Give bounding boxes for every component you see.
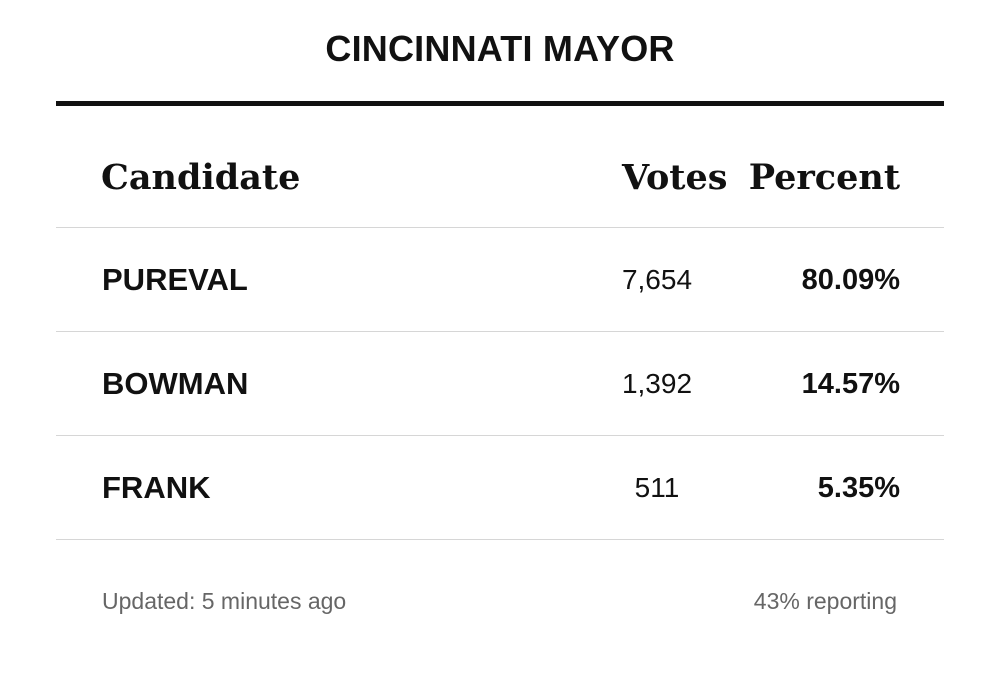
results-table-header: Candidate Votes Percent (56, 106, 944, 228)
row-divider (56, 539, 944, 540)
candidate-name: BOWMAN (102, 366, 249, 401)
updated-timestamp: Updated: 5 minutes ago (102, 588, 347, 614)
table-row: FRANK 511 5.35% (56, 436, 944, 539)
table-row: PUREVAL 7,654 80.09% (56, 228, 944, 331)
results-footer: Updated: 5 minutes ago 43% reporting (56, 584, 944, 620)
row-divider (56, 227, 944, 228)
candidate-name: FRANK (102, 470, 211, 505)
vote-count: 7,654 (621, 264, 693, 295)
candidate-name: PUREVAL (102, 262, 248, 297)
vote-count: 1,392 (621, 368, 693, 399)
table-row: BOWMAN 1,392 14.57% (56, 332, 944, 435)
column-header-percent: Percent (748, 157, 900, 198)
vote-percent: 80.09% (801, 264, 900, 296)
column-header-votes: Votes (622, 157, 728, 198)
reporting-status: 43% reporting (753, 588, 897, 614)
vote-percent: 5.35% (817, 472, 900, 504)
vote-percent: 14.57% (801, 368, 900, 400)
vote-count: 511 (634, 472, 680, 503)
race-title: CINCINNATI MAYOR (325, 28, 675, 69)
row-divider (56, 331, 944, 332)
row-divider (56, 435, 944, 436)
column-header-candidate: Candidate (101, 157, 301, 198)
title-divider (56, 101, 944, 106)
